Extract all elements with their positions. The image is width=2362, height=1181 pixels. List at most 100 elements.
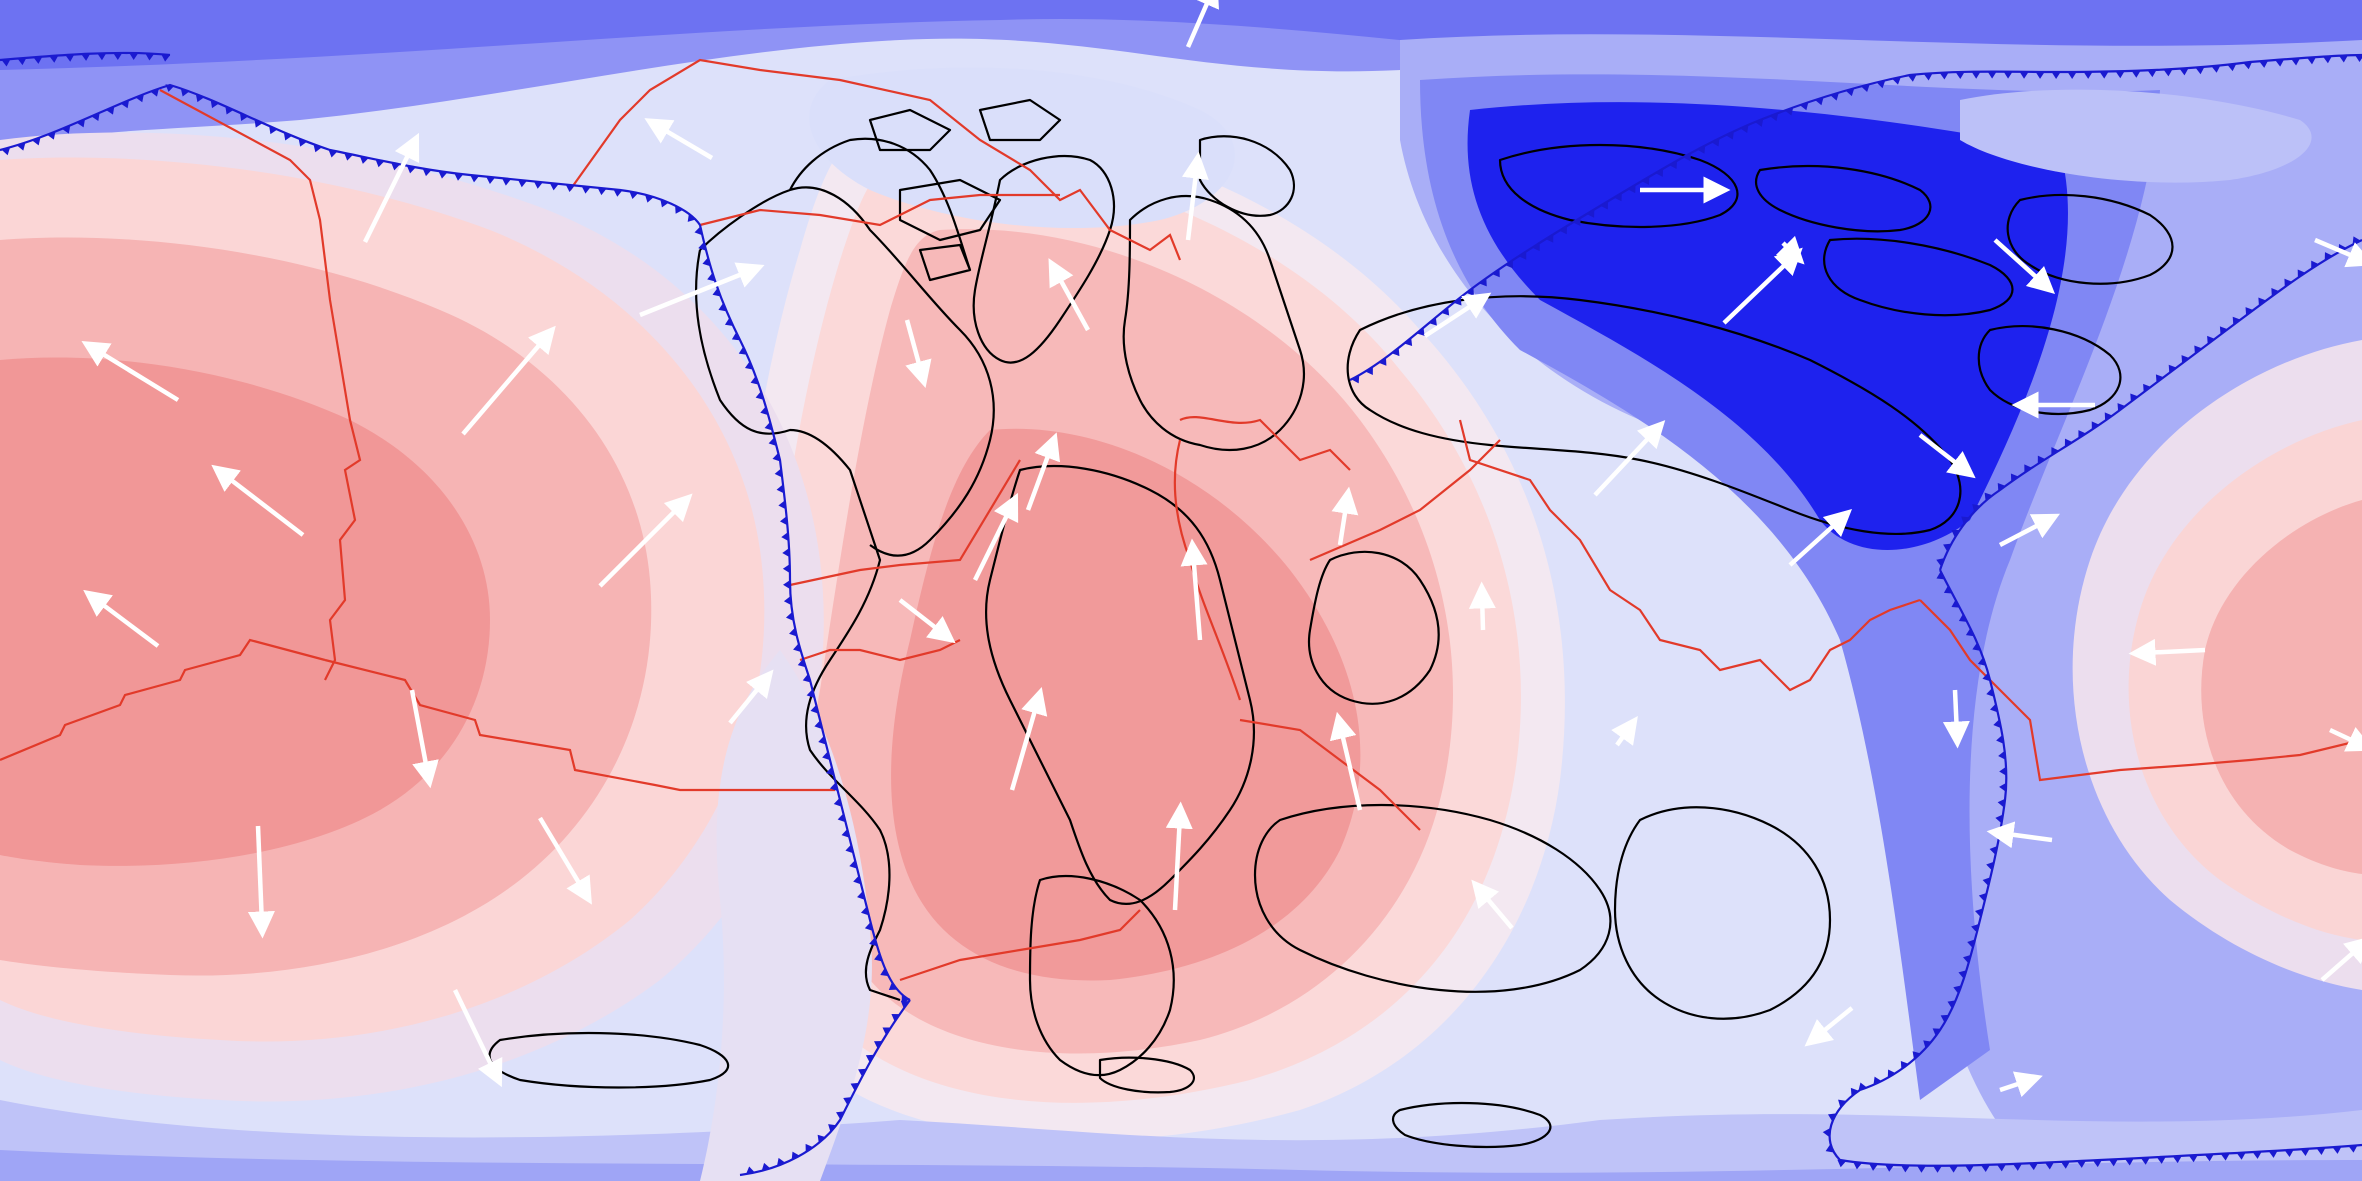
subduction-barb: [797, 658, 806, 668]
ridge-southern-arc: [899, 909, 1141, 982]
subduction-barb: [1711, 138, 1720, 147]
subduction-barb: [1971, 923, 1980, 933]
subduction-barb: [1404, 337, 1413, 347]
subduction-barb: [2291, 58, 2301, 66]
plate-motion-arrow: [1804, 1006, 1854, 1047]
subduction-barb: [874, 1041, 883, 1049]
subduction-barb: [2204, 1154, 2214, 1162]
subduction-barb: [1828, 1113, 1837, 1122]
subduction-barb: [1996, 734, 2004, 744]
subduction-barb: [1932, 1028, 1941, 1037]
plate-motion-arrow: [2128, 638, 2206, 666]
subduction-barb: [438, 171, 448, 179]
subduction-barb: [1989, 703, 1998, 713]
subduction-barb: [891, 1013, 900, 1022]
subduction-barb: [841, 829, 850, 838]
plate-motion-arrow: [728, 669, 774, 725]
plate-motion-arrow: [1775, 235, 1805, 265]
subduction-barb: [1989, 846, 1998, 855]
subduction-barb: [1967, 939, 1976, 949]
subduction-barb: [1982, 877, 1991, 887]
plate-motion-arrow: [1048, 258, 1090, 332]
subduction-barb: [1725, 131, 1734, 140]
subduction-barb: [718, 303, 727, 312]
subduction-barb: [843, 1097, 852, 1106]
subduction-barb: [1641, 176, 1650, 185]
subduction-barb: [2131, 70, 2141, 78]
subduction-barb: [1900, 1060, 1909, 1070]
subduction-barb: [783, 596, 792, 606]
subduction-barb: [1982, 672, 1991, 682]
subduction-barb: [2207, 335, 2215, 345]
subduction-barb: [776, 484, 785, 494]
subduction-barb: [581, 186, 591, 194]
subduction-barb: [2236, 1152, 2246, 1160]
subduction-barb: [2037, 455, 2046, 464]
subduction-barb: [135, 94, 144, 103]
subduction-barb: [1949, 1165, 1959, 1173]
ridge-arctic-link: [699, 193, 1060, 227]
subduction-south-west: [739, 999, 911, 1177]
subduction-barb: [888, 982, 898, 991]
subduction-barb: [724, 317, 734, 326]
subduction-barb: [2155, 374, 2164, 383]
subduction-barb: [1963, 954, 1971, 964]
subduction-barb: [750, 376, 759, 385]
ridge-east-pacific: [1919, 599, 2362, 782]
subduction-barb: [1391, 347, 1400, 357]
subduction-barb: [860, 906, 869, 916]
subduction-barb: [882, 1027, 891, 1036]
subduction-barb: [1971, 71, 1981, 79]
subduction-barb: [1351, 375, 1360, 384]
subduction-barb: [1887, 1069, 1896, 1078]
plate-motion-arrow: [83, 589, 160, 648]
subduction-barb: [2019, 71, 2029, 79]
subduction-barb: [675, 205, 683, 214]
subduction-barb: [1923, 1040, 1932, 1049]
field-central-red-3: [891, 428, 1361, 981]
field-ne-pale: [1960, 89, 2312, 183]
subduction-barb: [1784, 107, 1794, 116]
coastline-western-islands: [488, 1031, 730, 1089]
subduction-barb: [1600, 201, 1609, 210]
subduction-barb: [1892, 76, 1901, 85]
subduction-barb: [1951, 530, 1960, 538]
subduction-barb: [1799, 102, 1809, 111]
subduction-barb: [1453, 297, 1462, 306]
subduction-barb: [1977, 657, 1986, 666]
subduction-barb: [81, 53, 91, 61]
subduction-barb: [874, 952, 883, 962]
subduction-barb: [2252, 1151, 2262, 1159]
subduction-barb: [1837, 1159, 1847, 1168]
subduction-barb: [1936, 571, 1945, 580]
subduction-barb: [359, 156, 369, 164]
subduction-barb: [17, 57, 27, 66]
subduction-barb: [833, 797, 842, 807]
subduction-barb: [2078, 430, 2087, 439]
ridge-north-atlantic: [569, 58, 1182, 261]
subduction-barb: [1933, 1165, 1943, 1173]
subduction-barb: [1876, 80, 1886, 89]
subduction-barb: [1986, 861, 1995, 871]
subduction-barb: [1532, 242, 1540, 252]
subduction-barb: [1975, 908, 1983, 918]
subduction-barb: [802, 673, 811, 683]
subduction-barb: [470, 175, 480, 183]
plate-motion-arrow: [644, 118, 714, 160]
subduction-barb: [2099, 71, 2109, 79]
subduction-barb: [760, 406, 769, 416]
subduction-barb: [33, 56, 43, 64]
subduction-barb: [1853, 1161, 1863, 1170]
subduction-barb: [1428, 317, 1437, 326]
plate-motion-arrow: [247, 825, 275, 939]
subduction-barb: [1586, 209, 1595, 218]
subduction-barb: [2044, 1162, 2054, 1170]
subduction-barb: [2163, 69, 2173, 77]
subduction-barb: [793, 643, 802, 653]
subduction-barb: [225, 106, 234, 115]
plate-motion-arrow-layer: [81, 0, 2362, 1098]
subduction-barb: [1769, 112, 1779, 122]
subduction-barb: [1986, 688, 1995, 697]
subduction-barb: [239, 112, 249, 122]
subduction-barb: [814, 720, 823, 730]
